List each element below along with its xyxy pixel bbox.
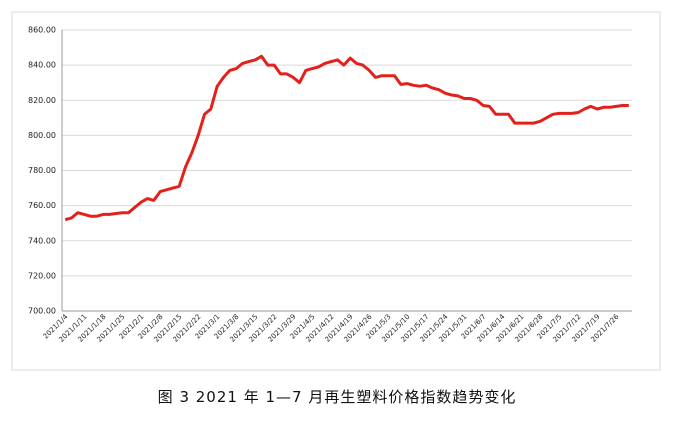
chart-title: 图 3 2021 年 1—7 月再生塑料价格指数趋势变化 bbox=[158, 388, 517, 406]
y-tick-label: 780.00 bbox=[28, 166, 56, 175]
y-tick-label: 820.00 bbox=[28, 96, 56, 105]
y-tick-label: 860.00 bbox=[28, 26, 56, 35]
data-line bbox=[64, 54, 629, 222]
y-tick-label: 840.00 bbox=[28, 61, 56, 70]
y-tick-label: 760.00 bbox=[28, 201, 56, 210]
chart-border bbox=[11, 11, 661, 371]
y-tick-label: 800.00 bbox=[28, 131, 56, 140]
y-tick-label: 740.00 bbox=[28, 236, 56, 245]
y-tick-label: 700.00 bbox=[28, 307, 56, 316]
y-tick-label: 720.00 bbox=[28, 271, 56, 280]
